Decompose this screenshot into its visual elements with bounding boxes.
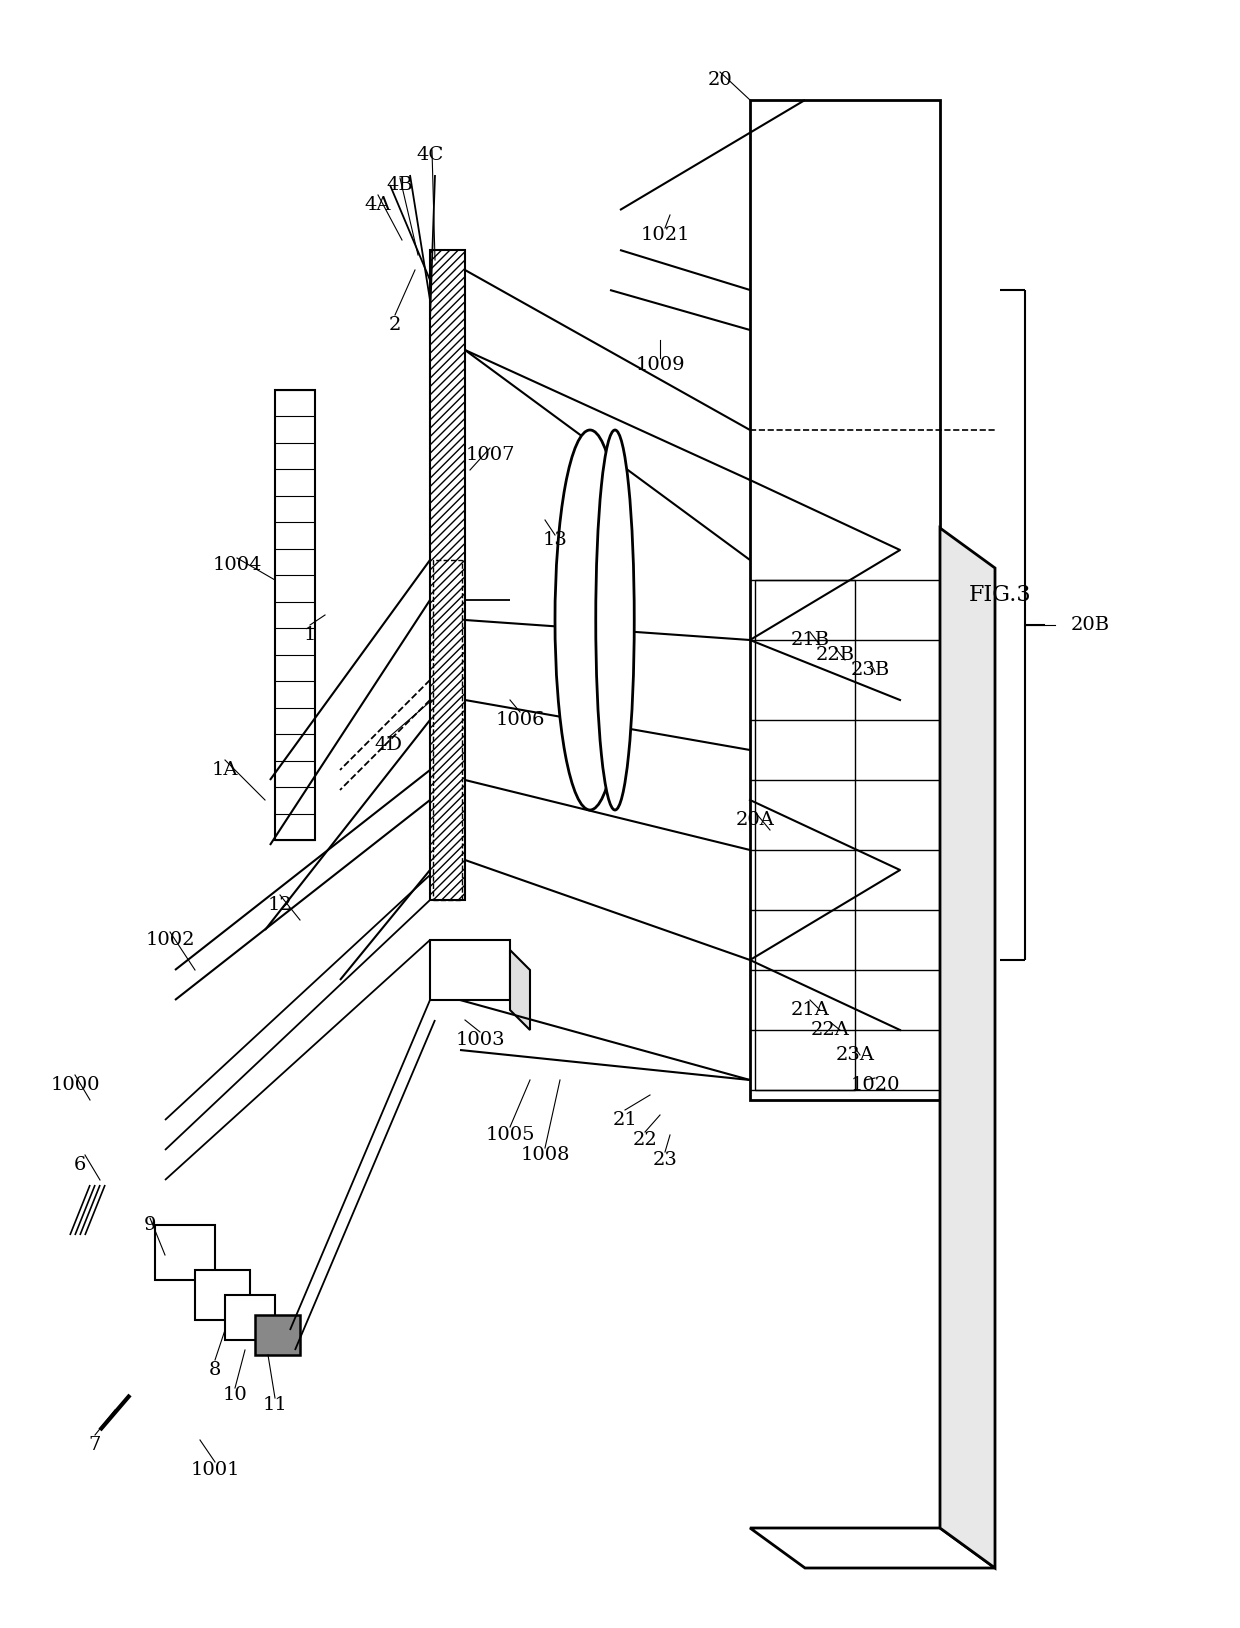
Text: 1: 1 xyxy=(304,627,316,645)
Bar xyxy=(195,1270,250,1320)
Text: 4D: 4D xyxy=(374,736,402,754)
Text: 22A: 22A xyxy=(811,1021,849,1039)
Text: 23A: 23A xyxy=(836,1047,874,1065)
Text: 10: 10 xyxy=(223,1385,247,1403)
Polygon shape xyxy=(510,951,529,1031)
Text: 21A: 21A xyxy=(791,1001,830,1019)
Text: 6: 6 xyxy=(74,1156,87,1174)
Text: 1001: 1001 xyxy=(190,1460,239,1478)
Text: 1000: 1000 xyxy=(51,1076,99,1094)
Text: 20B: 20B xyxy=(1070,615,1110,633)
Polygon shape xyxy=(750,1529,994,1568)
Text: 1002: 1002 xyxy=(145,931,195,949)
Text: 4B: 4B xyxy=(387,176,413,194)
Bar xyxy=(755,580,856,1091)
Text: 8: 8 xyxy=(208,1361,221,1379)
Bar xyxy=(750,99,940,1101)
Bar xyxy=(275,391,315,840)
Text: 11: 11 xyxy=(263,1395,288,1415)
Text: 21: 21 xyxy=(613,1110,637,1128)
Bar xyxy=(430,939,510,1000)
Text: 1006: 1006 xyxy=(495,711,544,729)
Text: 21B: 21B xyxy=(790,632,830,650)
Text: 1004: 1004 xyxy=(212,557,262,575)
Ellipse shape xyxy=(595,430,634,811)
Text: 4C: 4C xyxy=(417,147,444,164)
Text: 1007: 1007 xyxy=(465,446,515,464)
Text: 22: 22 xyxy=(632,1131,657,1149)
Text: 1009: 1009 xyxy=(635,357,684,374)
Text: 4A: 4A xyxy=(365,195,392,213)
Bar xyxy=(433,560,463,900)
Text: 20A: 20A xyxy=(735,811,775,829)
Text: 23B: 23B xyxy=(851,661,889,679)
Text: FIG.3: FIG.3 xyxy=(968,584,1032,606)
Bar xyxy=(224,1294,275,1340)
Text: 1003: 1003 xyxy=(455,1031,505,1048)
Bar xyxy=(255,1315,300,1354)
Text: 2: 2 xyxy=(389,316,402,334)
Text: 7: 7 xyxy=(89,1436,102,1454)
Text: 20: 20 xyxy=(708,72,733,90)
Text: 22B: 22B xyxy=(816,646,854,664)
Text: 1008: 1008 xyxy=(521,1146,569,1164)
Text: 1A: 1A xyxy=(212,760,238,780)
Bar xyxy=(430,251,465,900)
Polygon shape xyxy=(940,527,994,1568)
Text: 13: 13 xyxy=(543,531,568,549)
Text: 23: 23 xyxy=(652,1151,677,1169)
Text: 9: 9 xyxy=(144,1216,156,1234)
Text: 1021: 1021 xyxy=(640,226,689,244)
Bar xyxy=(155,1224,215,1280)
Text: 1020: 1020 xyxy=(851,1076,900,1094)
Ellipse shape xyxy=(556,430,625,811)
Text: 12: 12 xyxy=(268,895,293,913)
Text: 1005: 1005 xyxy=(485,1127,534,1144)
